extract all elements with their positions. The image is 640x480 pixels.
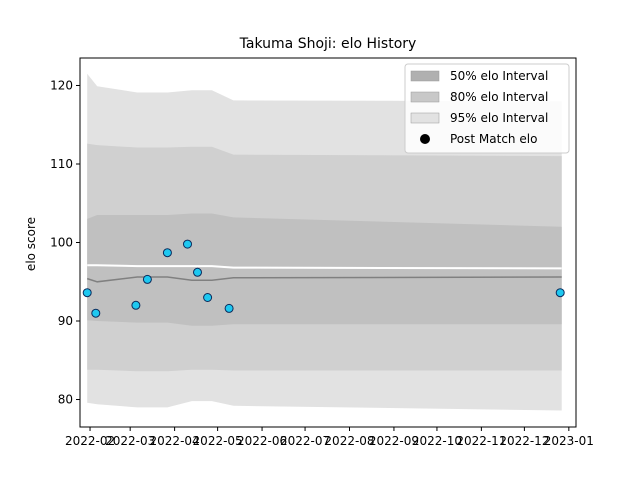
band-50-interval — [87, 213, 562, 326]
legend-label: 80% elo Interval — [450, 90, 548, 104]
legend-label: 50% elo Interval — [450, 69, 548, 83]
x-axis-ticks: 2022-022022-032022-042022-052022-062022-… — [65, 427, 594, 448]
y-tick-label: 80 — [58, 393, 73, 407]
y-axis-ticks: 80 90 100 110 120 — [50, 78, 80, 407]
post-match-elo-point — [183, 239, 192, 249]
x-tick-label: 2022-10 — [412, 434, 462, 448]
chart-title: Takuma Shoji: elo History — [239, 36, 417, 52]
legend-swatch — [410, 112, 440, 124]
post-match-elo-point — [193, 267, 202, 277]
legend-label: Post Match elo — [450, 132, 537, 146]
post-match-elo-point — [555, 288, 565, 298]
center-lines — [86, 264, 562, 283]
mean-line — [87, 264, 562, 270]
y-tick-label: 100 — [50, 236, 73, 250]
post-match-elo-point — [162, 248, 172, 258]
legend: 50% elo Interval 80% elo Interval 95% elo … — [404, 63, 570, 154]
post-match-elo-point — [203, 293, 213, 302]
data-points — [82, 239, 565, 318]
post-match-elo-point — [142, 274, 152, 284]
legend-swatch — [410, 91, 440, 103]
legend-marker — [420, 134, 430, 144]
x-tick-label: 2023-01 — [544, 434, 594, 448]
y-tick-label: 110 — [50, 157, 73, 171]
x-tick-label: 2022-06 — [237, 434, 287, 448]
x-tick-label: 2022-04 — [150, 434, 200, 448]
post-match-elo-point — [131, 300, 141, 310]
x-tick-label: 2022-12 — [499, 434, 549, 448]
y-tick-label: 90 — [58, 314, 73, 328]
median-line — [86, 276, 562, 283]
legend-label: 95% elo Interval — [450, 111, 548, 125]
post-match-elo-point — [91, 308, 101, 318]
post-match-elo-point — [82, 288, 92, 298]
x-tick-label: 2022-02 — [65, 434, 115, 448]
legend-swatch — [410, 70, 440, 82]
x-tick-label: 2022-08 — [324, 434, 374, 448]
y-tick-label: 120 — [50, 78, 73, 92]
legend-box — [404, 63, 570, 154]
y-axis-label: elo score — [24, 217, 38, 271]
interval-bands — [87, 73, 562, 411]
post-match-elo-point — [224, 303, 234, 313]
x-tick-label: 2022-07 — [280, 434, 330, 448]
x-tick-label: 2022-05 — [193, 434, 243, 448]
x-tick-label: 2022-11 — [456, 434, 506, 448]
x-tick-label: 2022-09 — [369, 434, 419, 448]
x-tick-label: 2022-03 — [105, 434, 155, 448]
